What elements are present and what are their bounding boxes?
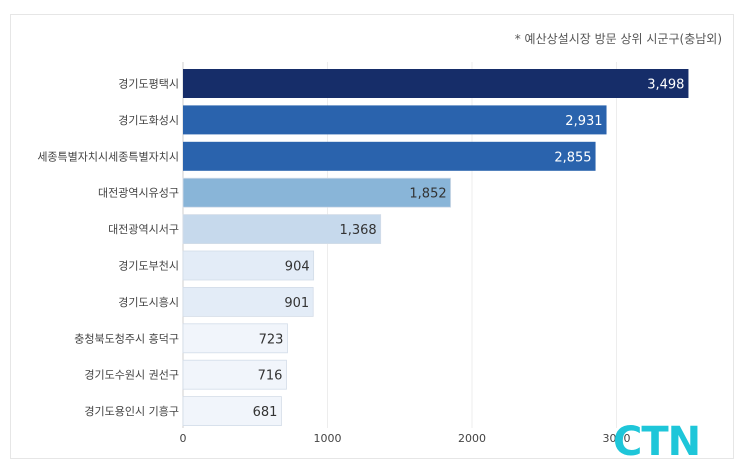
bar — [183, 105, 607, 135]
category-label: 경기도평택시 — [118, 78, 179, 91]
value-label: 716 — [258, 369, 283, 384]
value-label: 1,852 — [409, 187, 446, 202]
category-label: 경기도화성시 — [118, 114, 179, 127]
category-label: 경기도부천시 — [118, 259, 179, 273]
category-label: 대전광역시서구 — [108, 223, 179, 236]
bar — [182, 214, 382, 245]
value-label: 681 — [253, 405, 278, 420]
bar — [182, 359, 287, 390]
bar — [182, 177, 452, 208]
value-label: 2,855 — [554, 150, 591, 165]
category-label: 경기도수원시 권선구 — [84, 369, 179, 382]
category-label: 대전광역시유성구 — [98, 187, 179, 200]
value-label: 2,931 — [565, 114, 602, 129]
x-tick-label: 3000 — [603, 432, 631, 445]
value-label: 3,498 — [647, 78, 684, 93]
x-tick-label: 1000 — [314, 432, 342, 445]
category-label: 세종특별자치시세종특별자치시 — [37, 150, 179, 163]
bar — [182, 286, 314, 317]
value-label: 901 — [284, 296, 309, 311]
value-label: 1,368 — [339, 223, 376, 238]
chart-note: * 예산상설시장 방문 상위 시군구(충남외) — [514, 32, 722, 46]
value-label: 904 — [285, 260, 310, 275]
x-tick-label: 0 — [180, 432, 187, 445]
bar — [183, 141, 596, 171]
category-label: 충청북도청주시 흥덕구 — [74, 331, 179, 345]
ctn-logo: CTN — [613, 419, 701, 465]
x-tick-label: 2000 — [458, 432, 486, 445]
category-label: 경기도시흥시 — [118, 295, 179, 309]
bar — [183, 69, 689, 98]
category-label: 경기도용인시 기흥구 — [84, 404, 179, 418]
bar — [182, 396, 282, 427]
value-label: 723 — [259, 332, 284, 347]
bar — [182, 250, 315, 281]
bar — [182, 323, 288, 354]
